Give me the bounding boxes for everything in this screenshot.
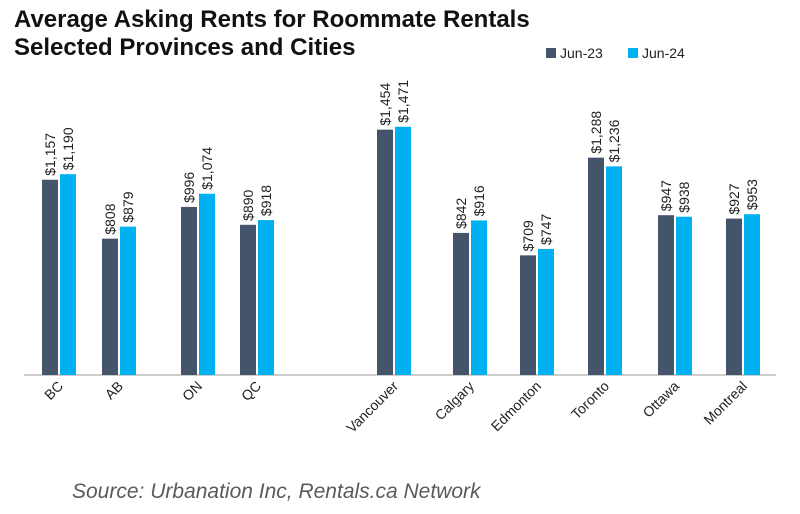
bar-on-jun-24 [199,193,215,375]
bar-bc-jun-24 [60,174,76,375]
bar-ottawa-jun-23 [658,215,674,375]
legend-swatch-jun-24 [628,48,638,58]
data-label-qc-jun-24: $918 [258,185,274,216]
data-label-bc-jun-23: $1,157 [42,133,58,176]
data-label-on-jun-23: $996 [181,172,197,203]
bar-vancouver-jun-23 [377,129,393,375]
source-note: Source: Urbanation Inc, Rentals.ca Netwo… [72,480,481,503]
x-tick-label-toronto: Toronto [568,378,612,422]
x-tick-label-on: ON [179,378,205,404]
bar-ab-jun-23 [102,238,118,375]
data-label-ab-jun-24: $879 [120,191,136,222]
legend-swatch-jun-23 [546,48,556,58]
data-label-calgary-jun-23: $842 [453,198,469,229]
bar-ab-jun-24 [120,226,136,375]
bar-on-jun-23 [181,206,197,375]
data-label-qc-jun-23: $890 [240,189,256,220]
bar-bc-jun-23 [42,179,58,375]
bar-qc-jun-24 [258,220,274,375]
data-label-ottawa-jun-24: $938 [676,181,692,212]
bar-montreal-jun-24 [744,214,760,375]
x-tick-label-ottawa: Ottawa [639,378,682,421]
data-label-bc-jun-24: $1,190 [60,127,76,170]
data-label-vancouver-jun-24: $1,471 [395,80,411,123]
x-tick-label-montreal: Montreal [700,378,750,428]
x-tick-label-calgary: Calgary [432,378,477,423]
bar-edmonton-jun-24 [538,248,554,375]
chart-title-block: Average Asking Rents for Roommate Rental… [14,6,530,62]
x-tick-label-qc: QC [238,378,264,404]
bar-toronto-jun-23 [588,157,604,375]
bar-edmonton-jun-23 [520,255,536,375]
data-label-montreal-jun-23: $927 [726,183,742,214]
data-label-toronto-jun-23: $1,288 [588,111,604,154]
x-tick-label-vancouver: Vancouver [343,378,401,436]
bar-vancouver-jun-24 [395,126,411,375]
data-label-montreal-jun-24: $953 [744,179,760,210]
x-tick-label-edmonton: Edmonton [488,378,544,434]
bar-calgary-jun-23 [453,232,469,375]
data-label-vancouver-jun-23: $1,454 [377,83,393,126]
data-label-ab-jun-23: $808 [102,203,118,234]
x-tick-label-bc: BC [41,378,66,403]
chart-subtitle: Selected Provinces and Cities [14,34,356,61]
data-label-calgary-jun-24: $916 [471,185,487,216]
data-label-toronto-jun-24: $1,236 [606,119,622,162]
bar-toronto-jun-24 [606,166,622,375]
bar-qc-jun-23 [240,224,256,375]
bar-ottawa-jun-24 [676,216,692,375]
bar-calgary-jun-24 [471,220,487,375]
data-label-on-jun-24: $1,074 [199,147,215,190]
bar-montreal-jun-23 [726,218,742,375]
chart-title: Average Asking Rents for Roommate Rental… [14,6,530,33]
legend-label-jun-23: Jun-23 [560,45,603,61]
data-label-ottawa-jun-23: $947 [658,180,674,211]
x-tick-label-ab: AB [102,378,127,403]
data-label-edmonton-jun-24: $747 [538,214,554,245]
data-label-edmonton-jun-23: $709 [520,220,536,251]
legend-label-jun-24: Jun-24 [642,45,685,61]
